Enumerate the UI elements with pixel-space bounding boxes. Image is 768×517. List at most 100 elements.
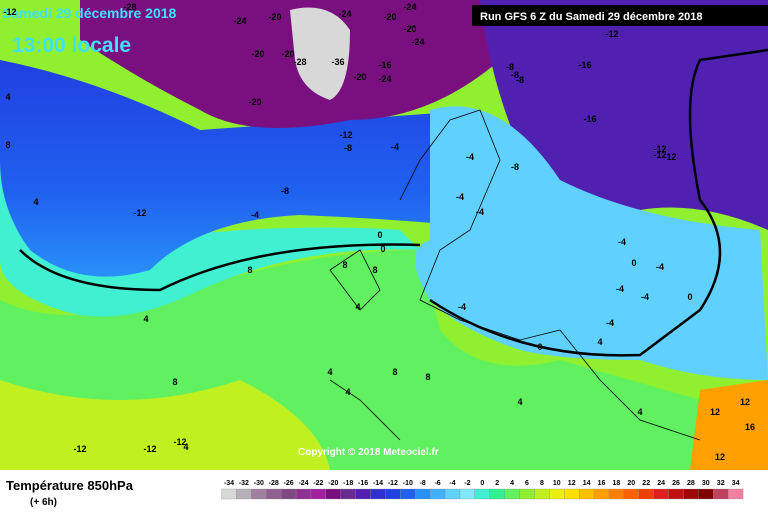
contour-label: -20 (353, 72, 366, 82)
contour-label: -16 (378, 60, 391, 70)
contour-label: -20 (251, 49, 264, 59)
contour-label: 8 (372, 265, 377, 275)
greenland-core (290, 7, 350, 100)
contour-label: 8 (425, 372, 430, 382)
contour-label: -16 (578, 60, 591, 70)
legend-swatch (459, 488, 476, 500)
legend-swatch (623, 488, 639, 500)
legend-tick-label: 2 (495, 480, 499, 487)
contour-label: -24 (338, 9, 351, 19)
contour-label: 8 (247, 265, 252, 275)
legend-swatch (444, 488, 461, 500)
legend-tick-label: -20 (328, 480, 338, 487)
contour-label: -4 (251, 210, 259, 220)
contour-label: 4 (517, 397, 522, 407)
contour-label: 0 (377, 230, 382, 240)
legend-tick-label: -26 (284, 480, 294, 487)
date-label: Samedi 29 décembre 2018 (2, 5, 177, 21)
contour-label: -20 (383, 12, 396, 22)
contour-label: -24 (378, 74, 391, 84)
legend-swatch (415, 488, 431, 500)
contour-label: -12 (653, 144, 666, 154)
legend-tick-label: -12 (388, 480, 398, 487)
contour-label: -12 (73, 444, 86, 454)
contour-label: -4 (466, 152, 474, 162)
legend-swatch (340, 488, 356, 500)
copyright: Copyright © 2018 Meteociel.fr (298, 447, 439, 458)
legend-swatch (713, 488, 729, 500)
contour-label: 8 (342, 260, 347, 270)
legend-swatch (564, 488, 580, 500)
contour-label: 4 (143, 314, 148, 324)
zero-isotherm (19, 48, 768, 357)
contour-label: 0 (687, 292, 692, 302)
legend-tick-label: -10 (403, 480, 413, 487)
contour-label: 4 (637, 407, 642, 417)
contour-label: -8 (506, 62, 514, 72)
legend-tick-label: -30 (254, 480, 264, 487)
legend-swatch (608, 488, 625, 500)
contour-label: -4 (618, 237, 626, 247)
contour-label: 4 (5, 92, 10, 102)
run-label: Run GFS 6 Z du Samedi 29 décembre 2018 (480, 11, 703, 23)
contour-label: -20 (281, 49, 294, 59)
contour-label: -20 (268, 12, 281, 22)
legend-swatch (325, 488, 341, 500)
contour-label: 4 (33, 197, 38, 207)
contour-label: -12 (173, 437, 186, 447)
legend-tick-label: 18 (613, 480, 621, 487)
legend-tick-label: 20 (627, 480, 635, 487)
legend-swatch (355, 488, 371, 500)
legend-tick-label: 16 (598, 480, 606, 487)
contour-label: 4 (327, 367, 332, 377)
contour-label: -24 (403, 2, 416, 12)
contour-label: -4 (641, 292, 649, 302)
contour-label: -4 (606, 318, 614, 328)
contour-label: -8 (511, 70, 519, 80)
legend-tick-label: -28 (269, 480, 279, 487)
legend-swatch (370, 488, 386, 500)
contour-label: -12 (663, 152, 676, 162)
contour-label: 0 (631, 258, 636, 268)
contour-label: -20 (248, 97, 261, 107)
arctic-air (80, 0, 500, 128)
contour-label: 12 (740, 397, 750, 407)
legend-tick-label: -6 (434, 480, 440, 487)
legend-swatch (474, 488, 490, 500)
time-label: 13:00 locale (12, 34, 131, 57)
contour-label: -24 (233, 16, 246, 26)
contour-label: 8 (392, 367, 397, 377)
legend-swatch (683, 488, 699, 500)
legend-tick-label: 10 (553, 480, 561, 487)
legend-tick-label: 14 (583, 480, 591, 487)
contour-label: 12 (715, 452, 725, 462)
legend-subtitle: (+ 6h) (30, 497, 57, 508)
contour-label: -4 (458, 302, 466, 312)
contour-label: 8 (172, 377, 177, 387)
legend-swatch (266, 488, 282, 500)
contour-label: 8 (5, 140, 10, 150)
contour-label: -8 (281, 186, 289, 196)
contour-label: -8 (516, 75, 524, 85)
legend-swatch (638, 488, 654, 500)
contour-label: 16 (745, 422, 755, 432)
legend-tick-label: 26 (672, 480, 680, 487)
legend-tick-label: -24 (298, 480, 308, 487)
contour-label: -28 (293, 57, 306, 67)
contour-label: 4 (183, 442, 188, 452)
legend-tick-label: 32 (717, 480, 725, 487)
contour-label: -36 (331, 57, 344, 67)
legend-swatch (534, 488, 550, 500)
contour-label: -12 (3, 7, 16, 17)
legend-tick-label: 22 (642, 480, 650, 487)
legend-tick-label: 8 (540, 480, 544, 487)
legend-tick-label: -8 (420, 480, 426, 487)
contour-label: -12 (133, 208, 146, 218)
legend-tick-label: -4 (449, 480, 455, 487)
legend-tick-label: -14 (373, 480, 383, 487)
legend-swatch (728, 488, 744, 500)
legend-tick-label: -34 (224, 480, 234, 487)
warm-south (0, 380, 330, 470)
contour-label: -12 (143, 444, 156, 454)
